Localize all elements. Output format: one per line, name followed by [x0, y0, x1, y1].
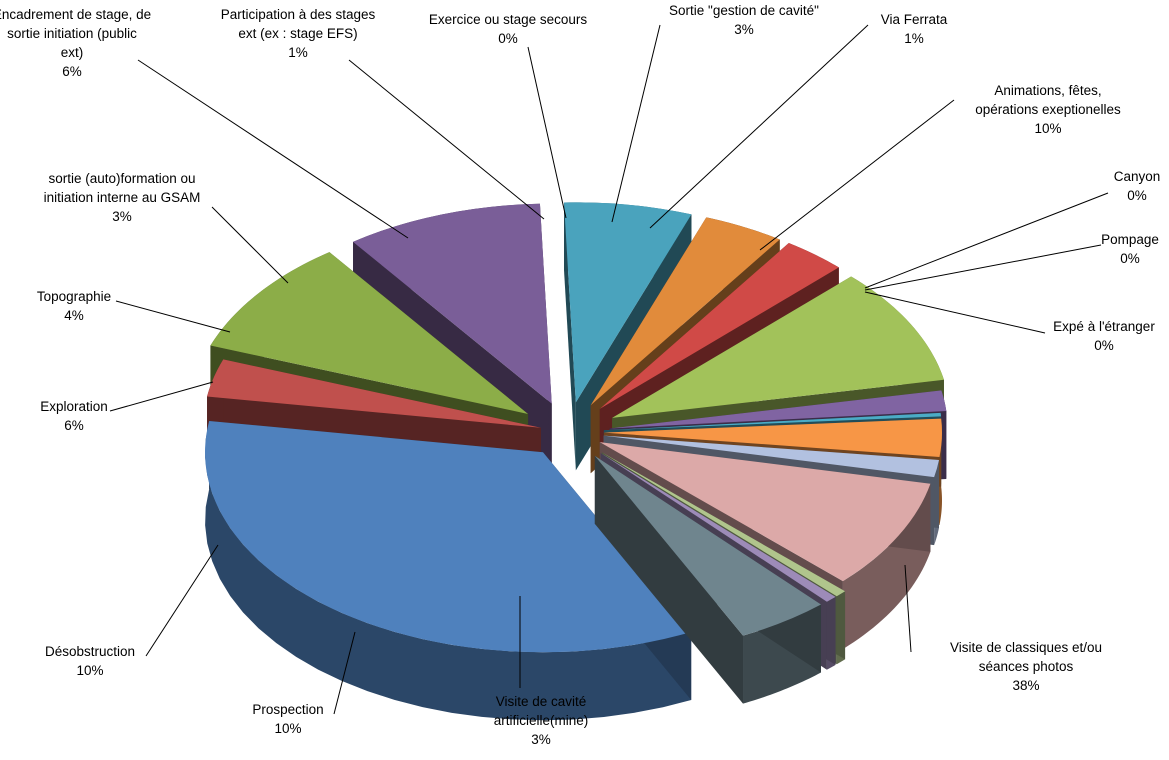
- leader-line: [650, 25, 868, 228]
- slice-label: Animations, fêtes,opérations exeptionell…: [975, 83, 1121, 136]
- leader-line: [865, 193, 1108, 288]
- leader-line: [349, 60, 544, 219]
- leader-line: [146, 545, 218, 656]
- leader-line: [528, 47, 566, 218]
- leader-line: [212, 207, 288, 283]
- leader-line: [116, 301, 230, 332]
- leader-line: [760, 100, 954, 250]
- leader-line: [110, 382, 213, 411]
- leader-line: [865, 245, 1101, 290]
- slice-label: Sortie "gestion de cavité"3%: [669, 3, 819, 37]
- leader-line: [612, 25, 660, 222]
- leader-line: [138, 60, 408, 238]
